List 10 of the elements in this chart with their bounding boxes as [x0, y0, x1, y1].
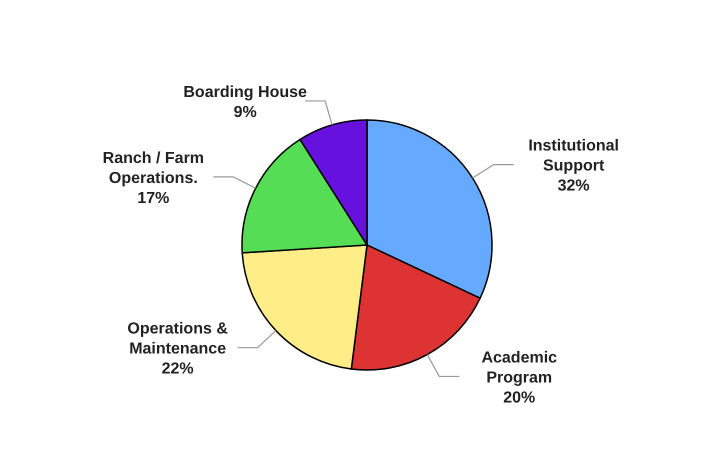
- slice-label: Ranch / Farm Operations.: [102, 150, 204, 187]
- slice-label: Institutional Support: [528, 138, 619, 175]
- data-label: 20%: [503, 389, 536, 406]
- slice-label: Operations & Maintenance: [127, 320, 228, 358]
- data-label: 22%: [162, 360, 194, 378]
- data-label: 9%: [234, 104, 257, 121]
- slice-label: Academic Program: [481, 349, 558, 386]
- data-label: 17%: [137, 190, 170, 207]
- data-label: 32%: [558, 178, 590, 195]
- slice-label: Boarding House: [183, 84, 308, 101]
